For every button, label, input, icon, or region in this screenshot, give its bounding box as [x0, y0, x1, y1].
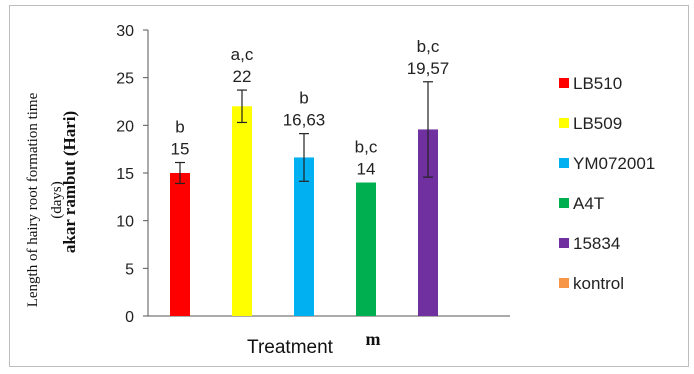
data-label-value: 22 [233, 67, 252, 86]
data-labels-group: 15 b 22 a,c 16,63 b 14 b,c 19,57 b,c [171, 37, 450, 179]
y-axis-title: Length of hairy root formation time (day… [25, 92, 65, 307]
y-axis-ticks: 0 5 10 15 20 25 30 [116, 23, 148, 326]
data-label-letter: a,c [231, 45, 254, 64]
error-bars-group [175, 81, 433, 185]
data-label-letter: b,c [417, 37, 440, 56]
y-tick-label: 5 [125, 261, 134, 278]
y-tick-label: 0 [125, 309, 134, 326]
bar-a4t [356, 182, 376, 316]
bar-lb510 [170, 173, 190, 316]
bar-15834 [418, 129, 438, 316]
data-label-letter: b [175, 118, 184, 137]
legend-swatch [559, 238, 569, 248]
y-axis-title-line-2: (days) [49, 181, 65, 219]
legend-swatch [559, 118, 569, 128]
legend-label: LB509 [573, 114, 622, 133]
x-axis-overlay-text: m [366, 329, 381, 349]
legend-swatch [559, 78, 569, 88]
legend-swatch [559, 278, 569, 288]
bar-ym072001 [294, 157, 314, 316]
legend-swatch [559, 198, 569, 208]
data-label-value: 19,57 [407, 59, 450, 78]
bar-lb509 [232, 106, 252, 317]
bars-group [170, 106, 438, 317]
legend-label: 15834 [573, 234, 620, 253]
data-label-letter: b [299, 89, 308, 108]
y-axis-overlay: akar rambut (Hari) [60, 111, 79, 253]
y-tick-label: 15 [116, 166, 134, 183]
y-axis-overlay-text: akar rambut (Hari) [60, 111, 79, 253]
legend-swatch [559, 158, 569, 168]
legend-label: kontrol [573, 274, 624, 293]
y-tick-label: 10 [116, 214, 134, 231]
chart-frame [9, 5, 689, 367]
legend-label: LB510 [573, 74, 622, 93]
y-tick-label: 25 [116, 71, 134, 88]
data-label-value: 15 [171, 140, 190, 159]
x-axis-title: Treatment [247, 337, 334, 358]
legend-label: A4T [573, 194, 604, 213]
legend-label: YM072001 [573, 154, 655, 173]
data-label-letter: b,c [355, 138, 378, 157]
legend: LB510 LB509 YM072001 A4T 15834 kontrol [559, 74, 655, 293]
data-label-value: 14 [357, 160, 376, 179]
y-tick-label: 30 [116, 23, 134, 40]
data-label-value: 16,63 [283, 111, 326, 130]
y-tick-label: 20 [116, 118, 134, 135]
y-axis-title-line-1: Length of hairy root formation time [25, 92, 41, 307]
